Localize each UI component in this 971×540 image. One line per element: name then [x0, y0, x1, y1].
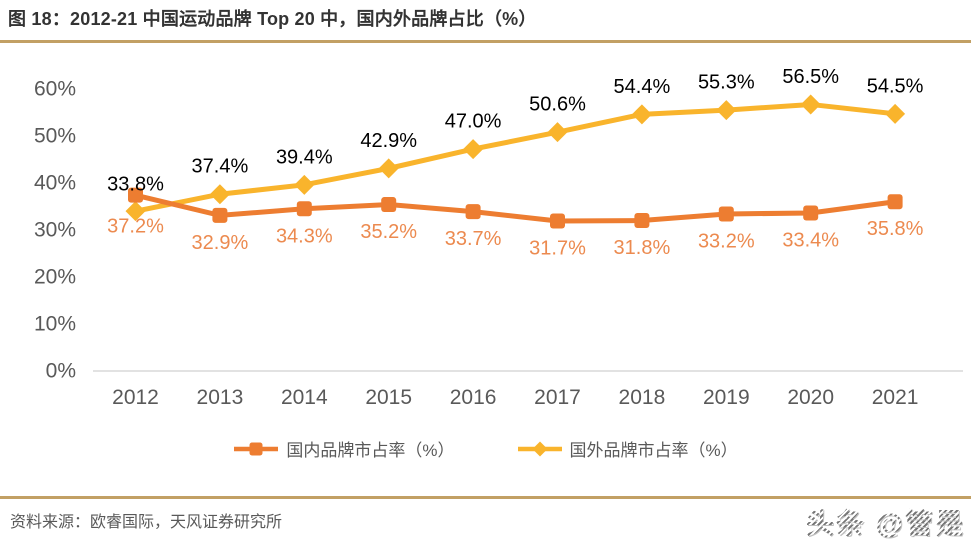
data-label-domestic: 31.8%	[614, 237, 671, 259]
data-label-domestic: 32.9%	[192, 232, 249, 254]
marker-square	[296, 201, 312, 217]
y-axis-tick-label: 0%	[46, 360, 76, 383]
marker-diamond	[125, 201, 146, 222]
data-label-foreign: 56.5%	[782, 66, 839, 88]
legend-marker-diamond-icon	[517, 441, 562, 456]
marker-diamond	[547, 122, 568, 143]
data-label-foreign: 33.8%	[107, 174, 164, 196]
data-label-domestic: 33.7%	[445, 228, 502, 250]
x-axis-tick-label: 2014	[281, 386, 328, 409]
legend-label-domestic: 国内品牌市占率（%）	[286, 441, 455, 460]
data-label-foreign: 42.9%	[360, 130, 417, 152]
marker-square	[465, 204, 481, 220]
x-axis-tick-label: 2020	[787, 386, 834, 409]
data-label-domestic: 35.8%	[867, 218, 924, 240]
marker-square	[550, 213, 565, 229]
line-chart-canvas: 0% 10% 20% 30% 40% 50% 60% 2012 2013 2014 2015 2016…	[34, 66, 963, 409]
marker-diamond	[631, 104, 652, 125]
data-label-foreign: 55.3%	[698, 72, 755, 94]
data-label-foreign: 50.6%	[529, 94, 586, 116]
x-axis-tick-label: 2017	[534, 386, 581, 409]
marker-diamond	[800, 94, 821, 115]
marker-square	[803, 205, 819, 221]
data-label-foreign: 54.4%	[614, 76, 671, 98]
data-label-foreign: 39.4%	[276, 146, 333, 168]
marker-diamond	[378, 158, 399, 179]
x-axis-tick-label: 2021	[872, 386, 919, 409]
data-label-domestic: 31.7%	[529, 238, 586, 260]
series-line-foreign	[135, 101, 896, 214]
source-note: 资料来源：欧睿国际，天风证券研究所	[10, 514, 283, 531]
data-label-domestic: 35.2%	[360, 221, 417, 243]
y-axis-tick-label: 30%	[34, 219, 76, 242]
x-axis-tick-label: 2019	[703, 386, 750, 409]
series-line-domestic	[134, 192, 896, 224]
marker-diamond	[885, 103, 906, 124]
data-label-domestic: 34.3%	[276, 225, 333, 247]
marker-square	[212, 207, 228, 223]
data-label-foreign: 37.4%	[192, 156, 249, 178]
legend-item-domestic: 国内品牌市占率（%）	[233, 436, 455, 461]
x-axis-tick-label: 2013	[197, 386, 244, 409]
data-label-domestic: 37.2%	[107, 216, 164, 238]
legend-item-foreign: 国外品牌市占率（%）	[517, 436, 738, 461]
title-divider	[0, 40, 971, 43]
y-axis-tick-label: 20%	[34, 266, 76, 289]
y-axis-tick-label: 60%	[34, 78, 76, 101]
x-axis-tick-label: 2016	[450, 386, 497, 409]
data-label-foreign: 47.0%	[445, 111, 502, 133]
marker-diamond	[209, 184, 230, 205]
data-label-foreign: 54.5%	[867, 75, 924, 97]
marker-square	[887, 194, 903, 210]
footer-divider	[0, 496, 971, 499]
legend-marker-square-icon	[234, 442, 279, 455]
y-axis-tick-label: 40%	[34, 172, 76, 195]
marker-diamond	[294, 174, 315, 195]
x-axis-tick-label: 2015	[365, 386, 412, 409]
marker-square	[718, 206, 734, 222]
marker-square	[381, 197, 397, 213]
watermark: 头条 @管是	[806, 502, 965, 540]
marker-square	[128, 187, 143, 203]
legend-label-foreign: 国外品牌市占率（%）	[569, 441, 738, 460]
chart-title: 图 18：2012-21 中国运动品牌 Top 20 中，国内外品牌占比（%）	[8, 9, 537, 29]
chart-legend: 国内品牌市占率（%） 国外品牌市占率（%）	[0, 436, 971, 461]
data-label-domestic: 33.4%	[782, 230, 839, 252]
marker-diamond	[463, 139, 484, 160]
data-label-domestic: 33.2%	[698, 230, 755, 252]
marker-square	[634, 213, 650, 229]
marker-diamond	[716, 100, 737, 121]
x-axis-tick-label: 2018	[619, 386, 666, 409]
y-axis-tick-label: 10%	[34, 313, 76, 336]
y-axis-tick-label: 50%	[34, 125, 76, 148]
x-axis-tick-label: 2012	[112, 386, 159, 409]
